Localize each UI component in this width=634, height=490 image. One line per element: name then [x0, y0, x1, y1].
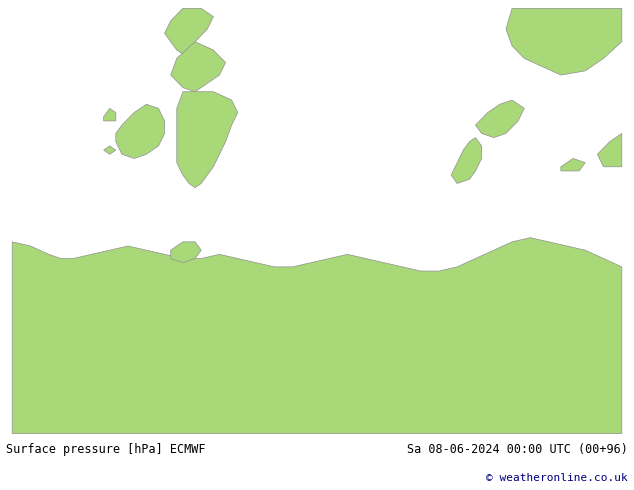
Text: Sa 08-06-2024 00:00 UTC (00+96): Sa 08-06-2024 00:00 UTC (00+96) [407, 443, 628, 456]
Polygon shape [116, 104, 165, 158]
Text: Surface pressure [hPa] ECMWF: Surface pressure [hPa] ECMWF [6, 443, 206, 456]
Polygon shape [171, 42, 226, 92]
Text: © weatheronline.co.uk: © weatheronline.co.uk [486, 472, 628, 483]
Polygon shape [165, 8, 214, 58]
Polygon shape [171, 242, 201, 263]
Polygon shape [12, 238, 622, 434]
Polygon shape [103, 108, 116, 121]
Polygon shape [177, 92, 238, 188]
Polygon shape [561, 158, 585, 171]
Polygon shape [476, 100, 524, 138]
Polygon shape [506, 8, 622, 75]
Polygon shape [451, 138, 482, 183]
Polygon shape [103, 146, 116, 154]
Polygon shape [597, 133, 622, 167]
